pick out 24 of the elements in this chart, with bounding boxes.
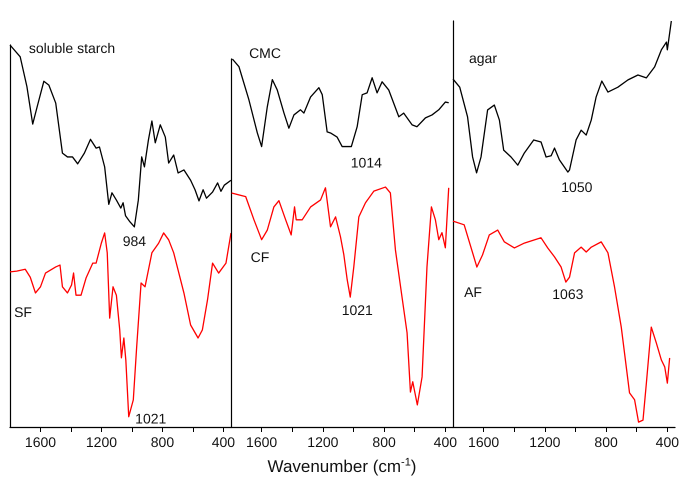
annotation: 984 (122, 232, 146, 249)
x-tick-label: 1600 (24, 434, 56, 450)
x-tick-label: 1200 (86, 434, 118, 450)
x-tick-label: 800 (594, 434, 618, 450)
x-tick-label: 1200 (307, 434, 339, 450)
annotation: 1063 (552, 286, 584, 302)
annotation: AF (464, 284, 482, 300)
x-tick-label: 800 (150, 434, 174, 450)
annotation: 1021 (135, 410, 167, 427)
annotation: 1050 (561, 179, 593, 196)
annotation: 1014 (350, 154, 382, 171)
annotation: CMC (249, 45, 281, 61)
x-tick-label: 1200 (529, 434, 561, 450)
annotation: 1021 (342, 302, 374, 318)
annotation: soluble starch (28, 40, 116, 56)
annotation: CF (250, 249, 270, 265)
x-tick-label: 1600 (246, 434, 278, 450)
x-tick-label: 800 (372, 434, 396, 450)
x-tick-label: 1600 (468, 434, 500, 450)
x-tick-label: 400 (434, 434, 458, 450)
annotation: SF (14, 304, 32, 320)
x-tick-label: 400 (212, 434, 236, 450)
x-tick-label: 400 (656, 434, 680, 450)
annotation: agar (468, 50, 498, 66)
